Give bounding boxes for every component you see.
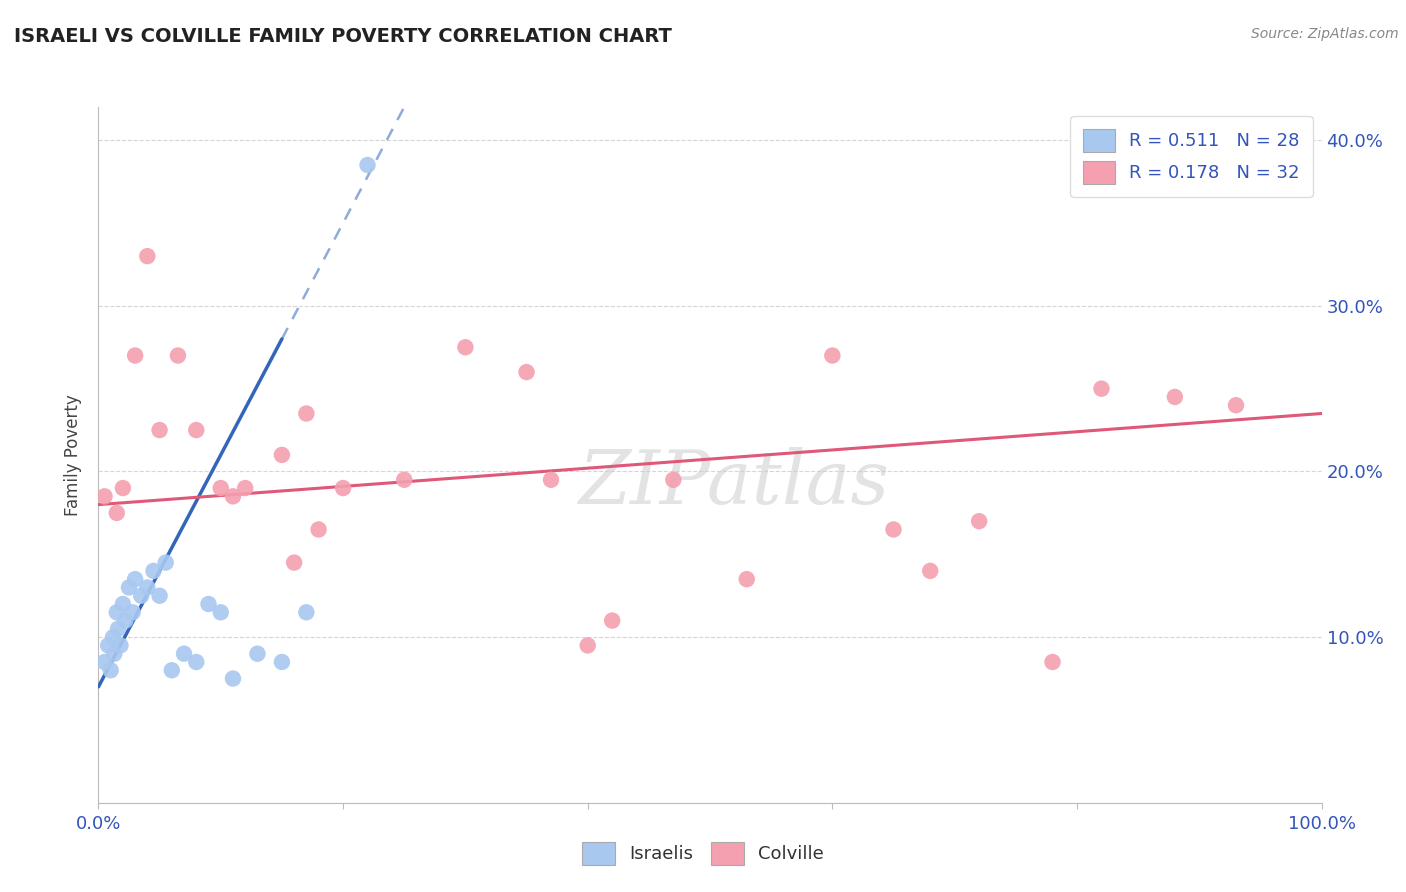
- Point: [155, 556, 177, 570]
- Point: [142, 564, 165, 578]
- Point: [160, 663, 183, 677]
- Point: [114, 614, 136, 628]
- Point: [111, 597, 134, 611]
- Point: [167, 349, 190, 363]
- Point: [107, 622, 129, 636]
- Legend: R = 0.511   N = 28, R = 0.178   N = 32: R = 0.511 N = 28, R = 0.178 N = 32: [1070, 116, 1313, 197]
- Point: [295, 605, 318, 619]
- Point: [222, 672, 245, 686]
- Point: [1042, 655, 1064, 669]
- Point: [270, 655, 294, 669]
- Point: [121, 605, 143, 619]
- Point: [186, 423, 208, 437]
- Y-axis label: Family Poverty: Family Poverty: [65, 394, 83, 516]
- Point: [283, 556, 305, 570]
- Text: Source: ZipAtlas.com: Source: ZipAtlas.com: [1251, 27, 1399, 41]
- Point: [136, 249, 159, 263]
- Point: [129, 589, 152, 603]
- Point: [111, 481, 134, 495]
- Point: [883, 523, 905, 537]
- Point: [967, 514, 990, 528]
- Point: [101, 630, 124, 644]
- Point: [233, 481, 256, 495]
- Point: [124, 572, 146, 586]
- Legend: Israelis, Colville: Israelis, Colville: [574, 833, 832, 874]
- Point: [103, 647, 125, 661]
- Point: [105, 506, 128, 520]
- Text: ZIPatlas: ZIPatlas: [579, 447, 890, 519]
- Point: [821, 349, 844, 363]
- Point: [93, 489, 115, 503]
- Point: [149, 589, 172, 603]
- Point: [173, 647, 195, 661]
- Point: [209, 481, 232, 495]
- Point: [197, 597, 219, 611]
- Point: [576, 639, 599, 653]
- Point: [1090, 382, 1112, 396]
- Point: [516, 365, 538, 379]
- Point: [1225, 398, 1247, 412]
- Point: [100, 663, 122, 677]
- Point: [124, 349, 146, 363]
- Point: [735, 572, 758, 586]
- Point: [118, 581, 141, 595]
- Point: [105, 605, 128, 619]
- Point: [295, 407, 318, 421]
- Point: [392, 473, 416, 487]
- Point: [454, 340, 477, 354]
- Point: [662, 473, 685, 487]
- Point: [136, 581, 159, 595]
- Point: [209, 605, 232, 619]
- Point: [600, 614, 623, 628]
- Point: [920, 564, 942, 578]
- Point: [186, 655, 208, 669]
- Point: [270, 448, 294, 462]
- Point: [308, 523, 330, 537]
- Point: [93, 655, 115, 669]
- Point: [149, 423, 172, 437]
- Point: [246, 647, 269, 661]
- Point: [356, 158, 378, 172]
- Point: [1164, 390, 1187, 404]
- Point: [222, 489, 245, 503]
- Point: [97, 639, 120, 653]
- Point: [110, 639, 132, 653]
- Point: [540, 473, 562, 487]
- Point: [332, 481, 354, 495]
- Text: ISRAELI VS COLVILLE FAMILY POVERTY CORRELATION CHART: ISRAELI VS COLVILLE FAMILY POVERTY CORRE…: [14, 27, 672, 45]
